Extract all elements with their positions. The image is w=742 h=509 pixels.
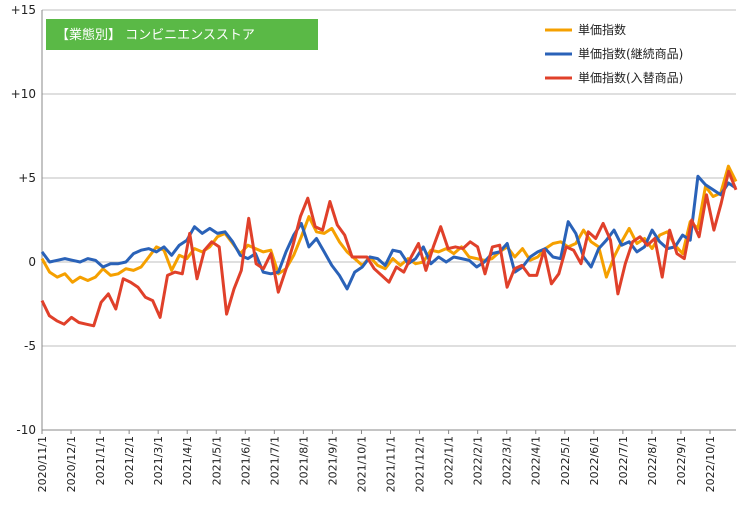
legend-label-series-1: 単価指数(継続商品) [578, 46, 683, 61]
x-tick-label: 2021/6/1 [239, 436, 252, 485]
x-tick-labels: 2020/11/1 2020/12/1 2021/1/1 2021/2/1 2021/3… [36, 430, 717, 492]
y-tick-label: +5 [18, 171, 36, 185]
x-tick-label: 2021/7/1 [268, 436, 281, 485]
series-line-1 [40, 174, 737, 291]
series-line-0 [40, 164, 738, 284]
y-tick-label: -10 [16, 423, 36, 437]
x-tick-label: 2022/9/1 [675, 436, 688, 485]
y-tick-label: +15 [11, 3, 36, 17]
x-tick-label: 2022/3/1 [501, 436, 514, 485]
x-tick-label: 2021/3/1 [152, 436, 165, 485]
axes [41, 10, 736, 431]
x-tick-label: 2021/11/1 [385, 436, 398, 492]
y-tick-label: -5 [24, 339, 36, 353]
legend-label-series-2: 単価指数(入替商品) [578, 70, 683, 85]
x-tick-label: 2021/8/1 [297, 436, 310, 485]
y-tick-label: +10 [11, 87, 36, 101]
legend: 単価指数 単価指数(継続商品) 単価指数(入替商品) [545, 22, 683, 85]
title-box-bg [46, 19, 318, 50]
x-tick-label: 2022/4/1 [530, 436, 543, 485]
x-tick-label: 2021/1/1 [94, 436, 107, 485]
title-box: 【業態別】 コンビニエンスストア [46, 19, 318, 50]
x-tick-label: 2022/10/1 [704, 436, 717, 492]
chart-title: 【業態別】 コンビニエンスストア [56, 27, 255, 43]
y-tick-labels: +15 +10 +5 0 -5 -10 [11, 3, 36, 437]
x-tick-label: 2021/2/1 [123, 436, 136, 485]
x-tick-label: 2021/4/1 [181, 436, 194, 485]
x-tick-label: 2021/12/1 [414, 436, 427, 492]
y-tick-label: 0 [28, 255, 36, 269]
x-tick-label: 2020/12/1 [65, 436, 78, 492]
x-tick-label: 2021/10/1 [355, 436, 368, 492]
legend-label-series-0: 単価指数 [578, 22, 626, 37]
x-tick-label: 2022/1/1 [443, 436, 456, 485]
x-tick-label: 2022/5/1 [559, 436, 572, 485]
x-tick-label: 2022/8/1 [646, 436, 659, 485]
series-line-2 [40, 169, 738, 328]
x-tick-label: 2020/11/1 [36, 436, 49, 492]
x-tick-label: 2022/2/1 [472, 436, 485, 485]
series-lines [40, 164, 738, 328]
x-tick-label: 2021/5/1 [210, 436, 223, 485]
x-tick-label: 2022/6/1 [588, 436, 601, 485]
x-tick-label: 2022/7/1 [617, 436, 630, 485]
x-tick-label: 2021/9/1 [326, 436, 339, 485]
